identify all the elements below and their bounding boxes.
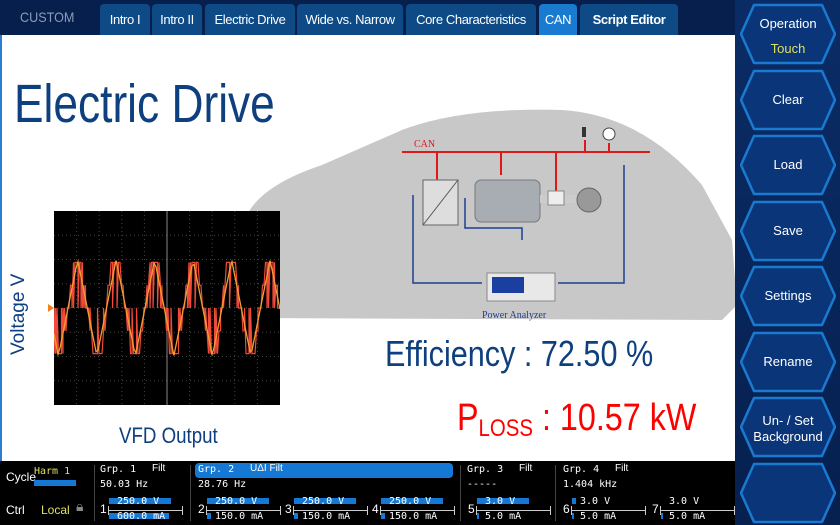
group-2-frequency: 28.76 Hz — [198, 479, 246, 490]
main-content: CAN Power Analyzer Electric Drive Voltag… — [0, 35, 735, 461]
tab-can[interactable]: CAN — [539, 4, 577, 35]
channel-current-range: 5.0 mA — [669, 511, 705, 522]
group-3-frequency: ----- — [467, 479, 497, 490]
channel-number: 4 — [372, 502, 379, 516]
button-label: Un- / Set — [740, 413, 836, 428]
sidebar-button-un-set[interactable]: Un- / Set Background — [740, 396, 836, 458]
group-3-name[interactable]: Grp. 3 — [467, 464, 503, 475]
group-4-frequency: 1.404 kHz — [563, 479, 617, 490]
channel-current-range: 150.0 mA — [215, 511, 263, 522]
tab-intro-1[interactable]: Intro I — [100, 4, 150, 35]
tab-script-editor[interactable]: Script Editor — [580, 4, 678, 35]
sidebar-button-load[interactable]: Load — [740, 134, 836, 196]
load-machine — [577, 188, 601, 212]
oscilloscope-display — [54, 211, 280, 405]
group-1-frequency: 50.03 Hz — [100, 479, 148, 490]
channel-current-range: 150.0 mA — [389, 511, 437, 522]
tab-wide-vs-narrow[interactable]: Wide vs. Narrow — [297, 4, 403, 35]
status-bar: Cycle Harm 1 Ctrl Local 🔒︎ Grp. 1 Filt 5… — [0, 461, 735, 525]
lock-icon[interactable]: 🔒︎ — [76, 499, 83, 515]
button-label: Clear — [740, 92, 836, 107]
channel-number: 3 — [285, 502, 292, 516]
sidebar-button-clear[interactable]: Clear — [740, 69, 836, 131]
motor — [475, 180, 540, 222]
button-label: Save — [740, 223, 836, 238]
tab-intro-2[interactable]: Intro II — [152, 4, 202, 35]
cycle-bar — [34, 480, 76, 486]
channel-voltage-range: 250.0 V — [302, 496, 344, 507]
channel-voltage-range: 250.0 V — [215, 496, 257, 507]
group-3-flag: Filt — [519, 463, 532, 474]
channel-number: 6 — [563, 502, 570, 516]
button-label: Operation — [740, 16, 836, 31]
gauge-icon — [603, 128, 615, 140]
channel-number: 1 — [100, 502, 107, 516]
sidebar-button-save[interactable]: Save — [740, 200, 836, 262]
top-bar: CUSTOM Intro I Intro II Electric Drive W… — [0, 0, 740, 35]
group-1-flag: Filt — [152, 463, 165, 474]
operation-mode-value: Touch — [740, 41, 836, 56]
sidebar-button-settings[interactable]: Settings — [740, 265, 836, 327]
cycle-label: Cycle — [6, 470, 36, 484]
channel-number: 7 — [652, 502, 659, 516]
button-label: Settings — [740, 288, 836, 303]
channel-number: 2 — [198, 502, 205, 516]
channel-current-range: 600.0 mA — [117, 511, 165, 522]
tab-electric-drive[interactable]: Electric Drive — [205, 4, 295, 35]
cycle-value[interactable]: Harm 1 — [34, 466, 70, 477]
channel-number: 5 — [468, 502, 475, 516]
channel-voltage-range: 3.0 V — [485, 496, 515, 507]
group-2-flag: UΔI Filt — [250, 463, 283, 474]
ctrl-value: Local — [41, 503, 70, 517]
right-sidebar: Operation Touch Clear Load Save Settings Renam… — [735, 0, 840, 525]
channel-current-range: 5.0 mA — [580, 511, 616, 522]
sidebar-button-operation[interactable]: Operation Touch — [740, 3, 836, 65]
button-label-line2: Background — [740, 429, 836, 444]
channel-voltage-range: 250.0 V — [117, 496, 159, 507]
ctrl-label: Ctrl — [6, 503, 25, 517]
custom-label: CUSTOM — [20, 9, 74, 25]
voltage-axis-label: Voltage V — [8, 274, 30, 355]
efficiency-readout: Efficiency : 72.50 % — [385, 333, 653, 375]
group-4-flag: Filt — [615, 463, 628, 474]
sidebar-button-blank[interactable] — [740, 462, 836, 524]
button-label: Rename — [740, 354, 836, 369]
tab-core-characteristics[interactable]: Core Characteristics — [406, 4, 536, 35]
sidebar-button-rename[interactable]: Rename — [740, 331, 836, 393]
scope-caption: VFD Output — [119, 423, 218, 449]
page-title: Electric Drive — [14, 73, 275, 135]
channel-voltage-range: 250.0 V — [389, 496, 431, 507]
can-label: CAN — [414, 139, 435, 150]
group-1-name[interactable]: Grp. 1 — [100, 464, 136, 475]
power-loss-readout: PLOSS : 10.57 kW — [457, 397, 696, 443]
thermometer-icon — [582, 127, 586, 137]
channel-current-range: 150.0 mA — [302, 511, 350, 522]
channel-voltage-range: 3.0 V — [580, 496, 610, 507]
channel-current-range: 5.0 mA — [485, 511, 521, 522]
power-analyzer-label: Power Analyzer — [482, 310, 547, 321]
group-4-name[interactable]: Grp. 4 — [563, 464, 599, 475]
group-2-name[interactable]: Grp. 2 — [198, 464, 234, 475]
button-label: Load — [740, 157, 836, 172]
channel-voltage-range: 3.0 V — [669, 496, 699, 507]
